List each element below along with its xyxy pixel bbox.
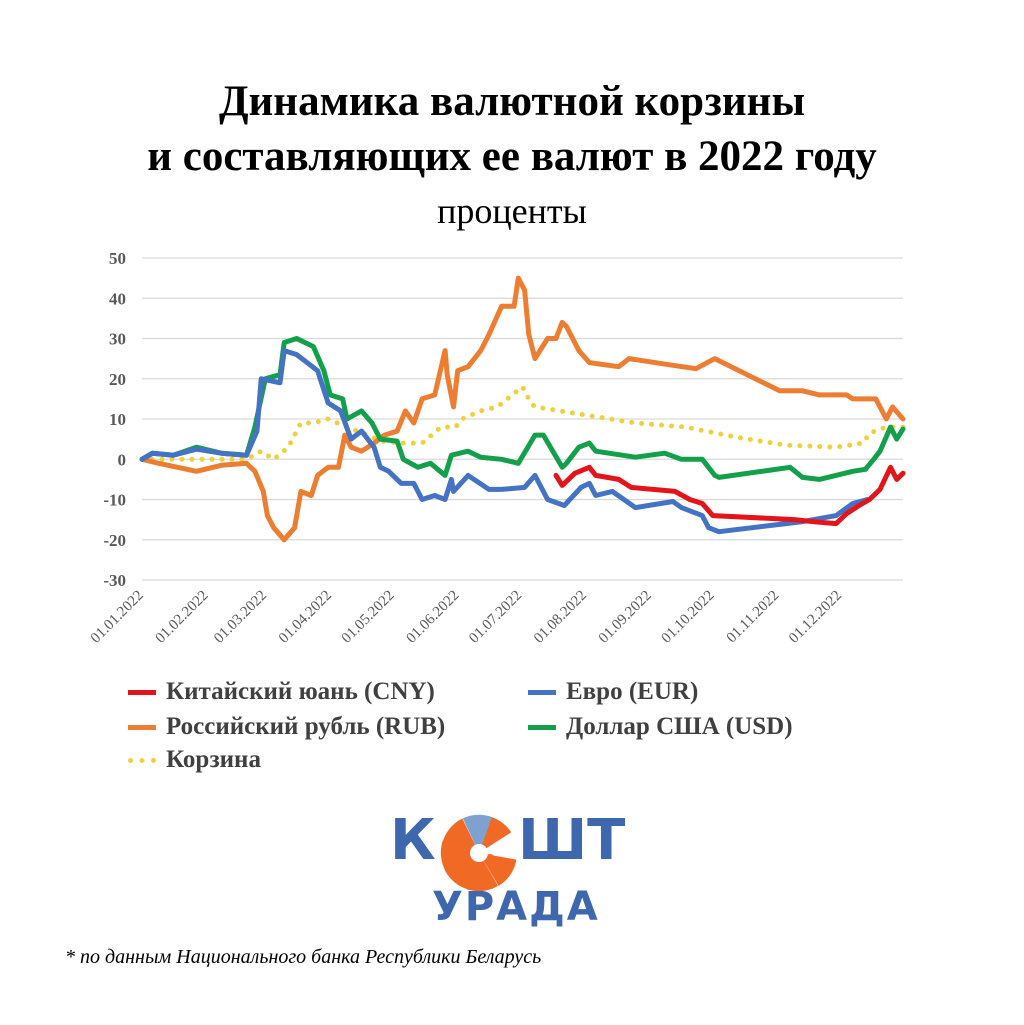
x-tick-label: 01.10.2022 [659, 588, 718, 647]
y-tick-label: 0 [118, 450, 127, 469]
y-tick-label: 40 [109, 289, 126, 308]
legend-label-rub: Российский рубль (RUB) [166, 713, 446, 740]
x-tick-label: 01.01.2022 [88, 588, 147, 647]
legend-item-eur: Евро (EUR) [528, 678, 698, 706]
y-tick-label: 20 [109, 370, 126, 389]
y-tick-label: -30 [103, 571, 126, 590]
x-tick-label: 01.02.2022 [153, 588, 212, 647]
x-tick-label: 01.05.2022 [339, 588, 398, 647]
legend-swatch-eur [528, 689, 556, 695]
logo-kosht-urada: К ШТ УРАДА [390, 808, 640, 932]
x-tick-label: 01.11.2022 [724, 588, 783, 647]
legend-label-basket: Корзина [166, 746, 261, 773]
legend-swatch-cny [128, 689, 156, 695]
series-line-eur [139, 348, 870, 535]
x-tick-label: 01.09.2022 [596, 588, 655, 647]
legend-swatch-rub [128, 724, 156, 730]
x-tick-label: 01.06.2022 [403, 588, 462, 647]
legend-item-basket: Корзина [128, 746, 261, 774]
logo-letters-sht: ШТ [518, 808, 626, 873]
y-tick-label: -20 [103, 531, 126, 550]
legend-item-usd: Доллар США (USD) [528, 713, 793, 741]
series-line-rub [139, 275, 906, 543]
y-tick-label: 50 [109, 249, 126, 268]
series-line-basket [139, 384, 906, 462]
logo-urada: УРАДА [432, 884, 600, 930]
legend-swatch-usd [528, 724, 556, 730]
chart-subtitle: проценты [437, 191, 587, 231]
y-tick-label: 10 [109, 410, 126, 429]
x-tick-label: 01.08.2022 [531, 588, 590, 647]
legend-label-eur: Евро (EUR) [566, 678, 699, 705]
chart-title-line2: и составляющих ее валют в 2022 году [147, 133, 877, 180]
x-tick-label: 01.03.2022 [211, 588, 270, 647]
legend-label-cny: Китайский юань (CNY) [166, 678, 435, 705]
y-tick-label: -10 [103, 491, 126, 510]
x-tick-label: 01.07.2022 [466, 588, 525, 647]
line-chart: 50 40 30 20 10 0 -10 -20 -30 01.01.2022 01.02.202… [88, 249, 906, 647]
series-line-usd [139, 336, 906, 482]
legend-item-rub: Российский рубль (RUB) [128, 713, 445, 741]
legend-label-usd: Доллар США (USD) [566, 713, 793, 740]
y-tick-label: 30 [109, 330, 126, 349]
x-tick-label: 01.12.2022 [786, 588, 845, 647]
logo-orange-slice-icon [440, 814, 517, 892]
chart-title-line1: Динамика валютной корзины [218, 78, 806, 125]
x-tick-label: 01.04.2022 [276, 588, 335, 647]
footnote-source: * по данным Национального банка Республи… [65, 946, 542, 968]
legend-item-cny: Китайский юань (CNY) [128, 678, 435, 706]
logo-letter-k: К [390, 808, 436, 873]
legend-swatch-basket [128, 757, 156, 763]
series-line-cny [553, 464, 906, 527]
